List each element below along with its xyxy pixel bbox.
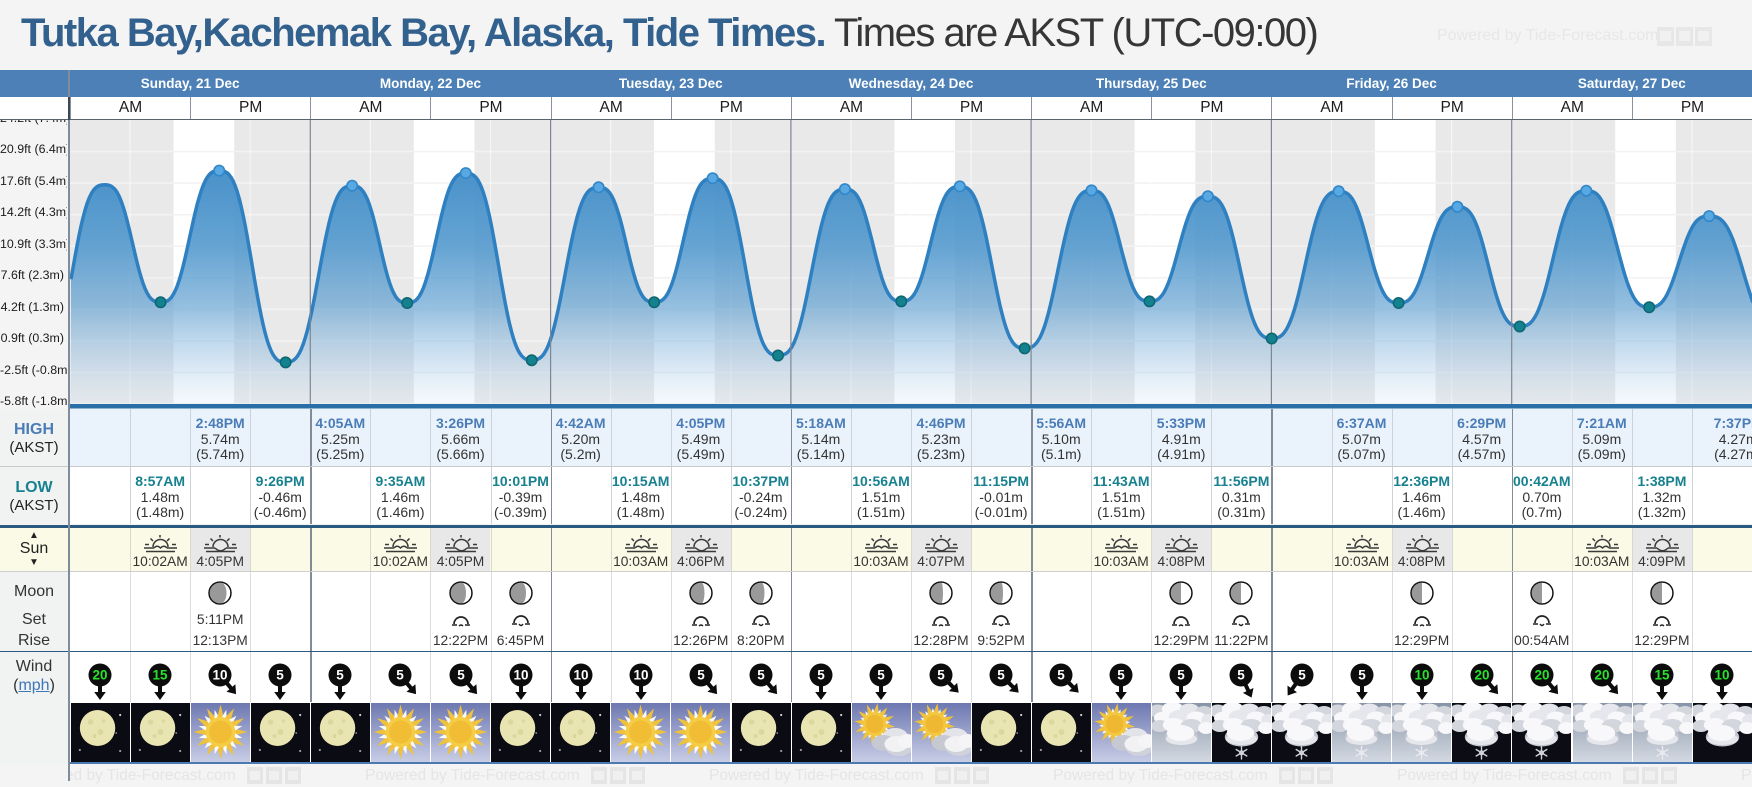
svg-text:5: 5 bbox=[877, 667, 885, 682]
svg-text:10: 10 bbox=[633, 667, 648, 682]
svg-text:5: 5 bbox=[817, 667, 825, 682]
svg-text:5: 5 bbox=[1117, 667, 1125, 682]
svg-text:5: 5 bbox=[397, 667, 405, 682]
svg-text:5: 5 bbox=[457, 667, 465, 682]
svg-text:10: 10 bbox=[1414, 667, 1429, 682]
svg-text:10: 10 bbox=[513, 667, 528, 682]
svg-text:5: 5 bbox=[1057, 667, 1065, 682]
svg-text:15: 15 bbox=[153, 667, 169, 682]
svg-text:10: 10 bbox=[213, 667, 228, 682]
svg-text:5: 5 bbox=[1238, 667, 1246, 682]
svg-text:5: 5 bbox=[1178, 667, 1186, 682]
svg-text:5: 5 bbox=[997, 667, 1005, 682]
svg-text:5: 5 bbox=[937, 667, 945, 682]
svg-text:10: 10 bbox=[573, 667, 588, 682]
svg-text:20: 20 bbox=[1474, 667, 1489, 682]
svg-text:5: 5 bbox=[1358, 667, 1366, 682]
svg-text:20: 20 bbox=[92, 667, 107, 682]
svg-text:5: 5 bbox=[276, 667, 284, 682]
svg-text:5: 5 bbox=[1298, 667, 1306, 682]
svg-text:10: 10 bbox=[1714, 667, 1729, 682]
svg-text:5: 5 bbox=[697, 667, 705, 682]
svg-text:15: 15 bbox=[1654, 667, 1670, 682]
svg-text:5: 5 bbox=[757, 667, 765, 682]
svg-text:5: 5 bbox=[337, 667, 345, 682]
svg-text:20: 20 bbox=[1534, 667, 1549, 682]
svg-text:20: 20 bbox=[1594, 667, 1609, 682]
